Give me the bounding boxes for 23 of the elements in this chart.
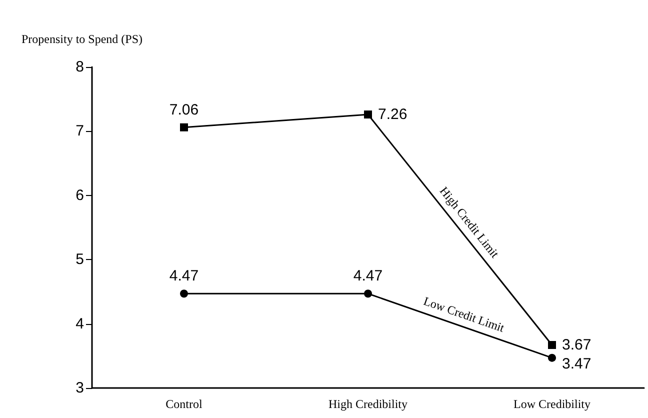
data-label: 7.06: [169, 101, 199, 118]
point: [548, 340, 556, 349]
y-axis-title: Propensity to Spend (PS): [21, 32, 143, 46]
x-tick-label: High Credibility: [328, 397, 408, 411]
data-label: 4.47: [353, 268, 383, 285]
data-label: 3.67: [562, 336, 592, 354]
point: [364, 290, 372, 298]
y-tick-label: 8: [76, 58, 84, 76]
point: [180, 123, 188, 132]
data-label: 7.26: [378, 106, 408, 124]
y-tick-label: 5: [76, 251, 84, 268]
point: [364, 110, 372, 119]
y-tick-label: 3: [76, 380, 84, 396]
point: [548, 354, 556, 362]
data-label: 4.47: [169, 268, 199, 285]
data-label: 3.47: [562, 355, 592, 372]
y-tick-label: 4: [76, 315, 84, 332]
y-tick-label: 6: [76, 186, 84, 204]
text: Low Credit Limit: [422, 294, 507, 336]
x-tick-label: Low Credibility: [514, 397, 590, 411]
y-tick-label: 7: [76, 122, 84, 140]
x-tick-label: Control: [166, 397, 203, 411]
point: [180, 290, 188, 298]
